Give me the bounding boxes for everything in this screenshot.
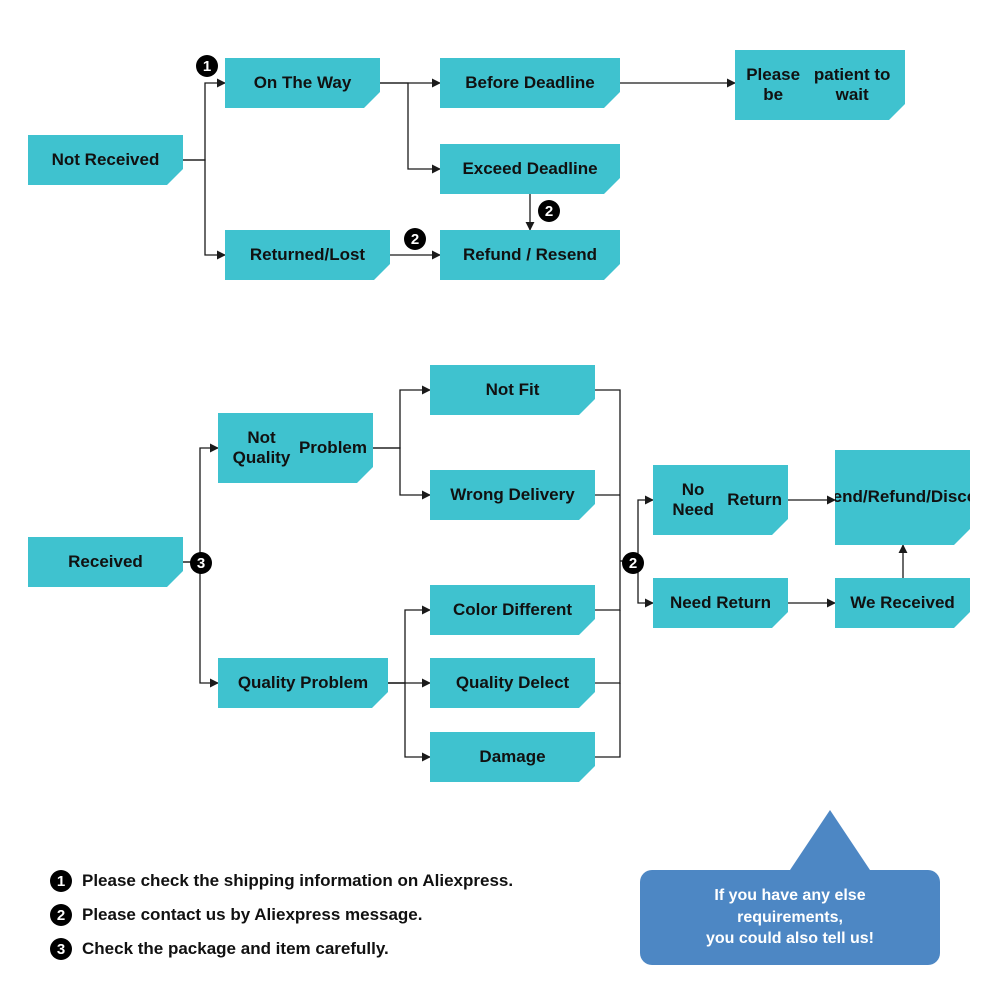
legend-item-2: 2 Please contact us by Aliexpress message… (50, 904, 423, 926)
node-not-fit: Not Fit (430, 365, 595, 415)
legend-badge-2-icon: 2 (50, 904, 72, 926)
info-bubble: If you have any elserequirements,you cou… (640, 870, 940, 965)
node-damage: Damage (430, 732, 595, 782)
badge-2: 2 (622, 552, 644, 574)
badge-2: 2 (538, 200, 560, 222)
node-returned-lost: Returned/Lost (225, 230, 390, 280)
legend-badge-1-icon: 1 (50, 870, 72, 892)
node-patient-wait: Please bepatient to wait (735, 50, 905, 120)
legend-badge-3-icon: 3 (50, 938, 72, 960)
legend-item-3: 3 Check the package and item carefully. (50, 938, 389, 960)
node-not-quality: Not QualityProblem (218, 413, 373, 483)
node-not-received: Not Received (28, 135, 183, 185)
legend-text: Please check the shipping information on… (82, 871, 513, 891)
node-refund-resend: Refund / Resend (440, 230, 620, 280)
legend-text: Please contact us by Aliexpress message. (82, 905, 423, 925)
node-need-return: Need Return (653, 578, 788, 628)
node-exceed-deadline: Exceed Deadline (440, 144, 620, 194)
node-resend-refund-discount: Resend/Refund/Discount (835, 450, 970, 545)
node-before-deadline: Before Deadline (440, 58, 620, 108)
badge-3: 3 (190, 552, 212, 574)
badge-1: 1 (196, 55, 218, 77)
node-color-diff: Color Different (430, 585, 595, 635)
node-quality-defect: Quality Delect (430, 658, 595, 708)
node-wrong-delivery: Wrong Delivery (430, 470, 595, 520)
node-quality-problem: Quality Problem (218, 658, 388, 708)
node-we-received: We Received (835, 578, 970, 628)
legend-text: Check the package and item carefully. (82, 939, 389, 959)
legend-item-1: 1 Please check the shipping information o… (50, 870, 513, 892)
node-received: Received (28, 537, 183, 587)
node-no-need-return: No NeedReturn (653, 465, 788, 535)
node-on-the-way: On The Way (225, 58, 380, 108)
badge-2: 2 (404, 228, 426, 250)
